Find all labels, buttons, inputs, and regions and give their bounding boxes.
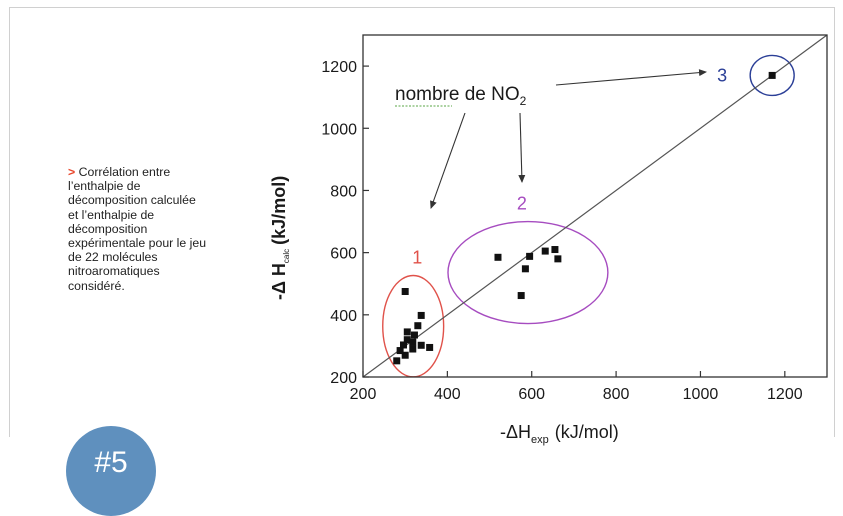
x-tick-label: 800 [603,386,630,403]
caption-text: Corrélation entre l’enthalpie de décompo… [68,165,207,293]
group-ellipse-1 [382,274,445,378]
data-point [551,246,559,254]
y-tick-label: 600 [330,246,357,263]
x-tick-label: 1000 [683,386,719,403]
data-point [401,288,409,295]
annotation-text: nombre de NO [395,84,520,105]
group-label-1: 1 [412,248,422,268]
y-tick-label: 400 [330,308,357,325]
annotation-arrow-2 [518,112,526,183]
data-point [399,341,407,349]
group-label-3: 3 [717,65,727,85]
data-point [494,253,502,261]
annotation-subscript: 2 [520,94,527,108]
figure-caption: > Corrélation entre l’enthalpie de décom… [68,165,208,293]
x-tick-label: 200 [350,386,377,403]
data-point [403,336,411,344]
y-axis-label-unit: (kJ/mol) [269,176,289,245]
y-axis-label-sub: calc [282,249,291,263]
x-axis-label: -ΔHexp (kJ/mol) [500,422,619,446]
data-point [393,357,401,365]
group-ellipse-2 [447,220,609,325]
x-axis-label-unit: (kJ/mol) [555,422,619,442]
x-axis-label-prefix: -ΔH [500,422,531,442]
scatter-chart: 1 2 3 200 400 600 800 1000 1200 200 400 600 800 100… [269,34,828,446]
data-point [410,331,418,339]
y-tick-label: 200 [330,370,357,387]
y-axis-label-prefix: -Δ H [269,263,289,300]
annotation-arrow-3 [555,69,707,86]
y-axis-label: -Δ Hcalc (kJ/mol) [269,176,291,300]
x-axis-label-sub: exp [531,434,549,446]
data-point [396,347,404,355]
y-tick-label: 800 [330,183,357,200]
data-point [417,311,425,319]
group-label-2: 2 [517,194,527,214]
x-tick-label: 600 [518,386,545,403]
data-point [768,71,776,79]
data-point [409,345,417,353]
data-point [521,265,529,273]
figure-frame [9,7,835,437]
y-tick-label: 1200 [321,59,357,76]
data-point [426,343,434,351]
data-point [554,255,562,263]
x-tick-label: 400 [434,386,461,403]
annotation-label: nombre de NO2 [395,84,527,108]
annotation-arrow-1 [430,112,466,209]
data-point [417,341,425,349]
caption-marker: > [68,165,76,179]
x-tick-label: 1200 [767,386,803,403]
y-tick-label: 1000 [321,121,357,138]
data-point [403,328,411,336]
group-ellipse-3 [749,54,795,97]
plot-area-frame [362,34,828,378]
data-point [517,292,525,300]
data-point [401,351,409,359]
data-point [409,338,417,346]
data-point [414,322,422,330]
data-point [541,247,549,255]
data-point [526,252,534,260]
reference-line [362,34,828,378]
